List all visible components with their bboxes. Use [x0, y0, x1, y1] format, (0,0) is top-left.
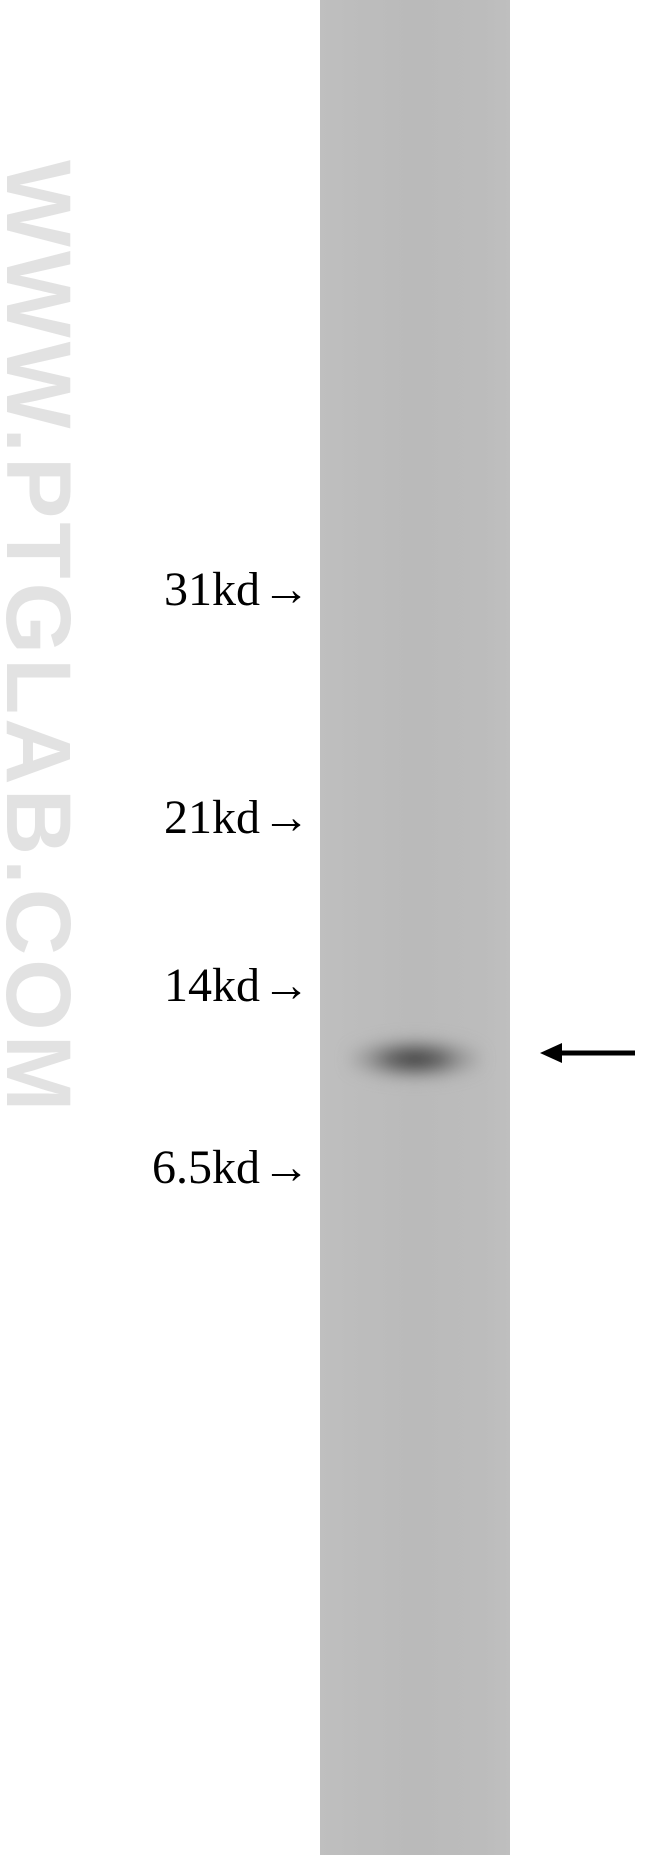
marker-14kd: 14kd→: [164, 958, 310, 1013]
marker-6p5kd: 6.5kd→: [152, 1140, 310, 1195]
marker-label-text: 31kd: [164, 563, 260, 616]
marker-label-text: 21kd: [164, 791, 260, 844]
detected-band: [345, 1024, 485, 1094]
marker-31kd: 31kd→: [164, 562, 310, 617]
western-blot-figure: WWW.PTGLAB.COM 31kd→ 21kd→ 14kd→ 6.5kd→: [0, 0, 650, 1855]
marker-21kd: 21kd→: [164, 790, 310, 845]
marker-label-text: 14kd: [164, 959, 260, 1012]
watermark-text: WWW.PTGLAB.COM: [0, 160, 90, 1115]
band-indicator-arrow-icon: [540, 1038, 635, 1068]
marker-arrow-icon: →: [262, 1140, 310, 1195]
blot-lane: [320, 0, 510, 1855]
marker-arrow-icon: →: [262, 790, 310, 845]
marker-arrow-icon: →: [262, 562, 310, 617]
marker-arrow-icon: →: [262, 958, 310, 1013]
marker-label-text: 6.5kd: [152, 1141, 260, 1194]
